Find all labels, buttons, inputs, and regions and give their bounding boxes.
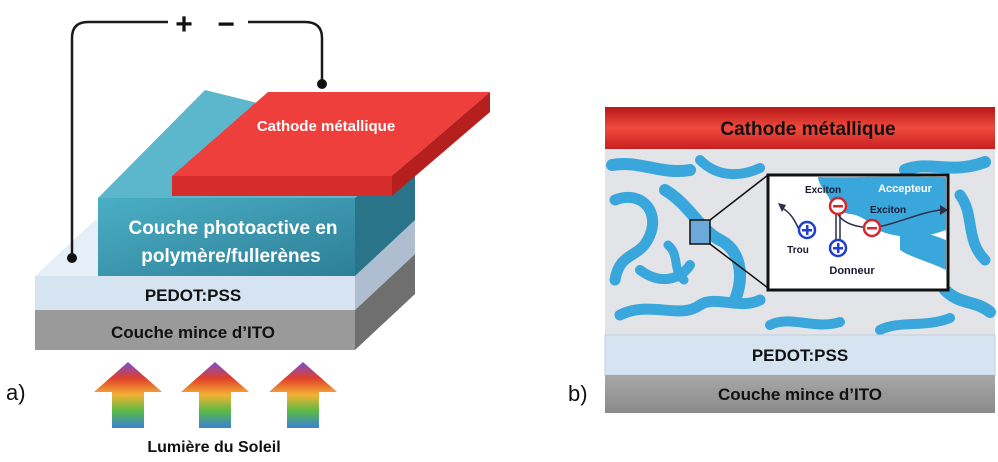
zoom-line-top xyxy=(709,174,769,221)
panel-b: Accepteur Exciton Exciton Trou Donneur C… xyxy=(568,107,996,413)
wire-right xyxy=(248,20,324,82)
active-label-line1: Couche photoactive en xyxy=(128,218,337,239)
inset-box: Accepteur Exciton Exciton Trou Donneur xyxy=(766,173,950,292)
hole-icon xyxy=(797,220,817,240)
hole-label: Trou xyxy=(787,245,809,256)
arrow-head-icon xyxy=(778,203,786,212)
electron-icon xyxy=(862,218,882,238)
panel-a-tag: a) xyxy=(6,380,26,405)
hole-icon xyxy=(828,238,848,258)
cathode-label-b: Cathode métallique xyxy=(720,119,895,140)
acceptor-label: Accepteur xyxy=(878,183,933,195)
exciton-label-1: Exciton xyxy=(805,185,841,196)
zoom-source-box xyxy=(689,219,711,245)
sunlight-arrows xyxy=(94,362,337,428)
contact-dot-cathode xyxy=(317,79,327,89)
exciton-path xyxy=(835,209,941,229)
panel-a: + − Cathode métallique Couche photoactiv… xyxy=(6,8,490,456)
zoom-line-bottom xyxy=(709,243,769,289)
arrow-up-icon xyxy=(94,362,162,428)
arrow-up-icon xyxy=(181,362,249,428)
pedot-label-a: PEDOT:PSS xyxy=(145,286,241,305)
ito-label-b: Couche mince d’ITO xyxy=(718,385,882,404)
pedot-layer-b xyxy=(604,334,996,376)
arrow-up-icon xyxy=(269,362,337,428)
arrow-head-icon xyxy=(940,205,948,215)
cathode-b xyxy=(605,107,995,149)
cathode-label-a: Cathode métallique xyxy=(257,118,395,135)
electron-icon xyxy=(828,196,848,216)
wire-left xyxy=(70,20,168,258)
ito-label-a: Couche mince d’ITO xyxy=(111,323,275,342)
acceptor-domains xyxy=(606,155,996,335)
polarity-minus: − xyxy=(217,8,235,41)
pedot-label-b: PEDOT:PSS xyxy=(752,346,848,365)
polarity-plus: + xyxy=(175,8,193,41)
panel-b-tag: b) xyxy=(568,381,588,406)
cathode-a xyxy=(172,92,490,196)
active-label-line2: polymère/fullerènes xyxy=(141,246,321,267)
ito-layer-b xyxy=(605,375,995,413)
light-label: Lumière du Soleil xyxy=(147,439,280,456)
contact-dot-anode xyxy=(67,253,77,263)
donor-label: Donneur xyxy=(829,265,875,277)
exciton-label-2: Exciton xyxy=(870,205,906,216)
